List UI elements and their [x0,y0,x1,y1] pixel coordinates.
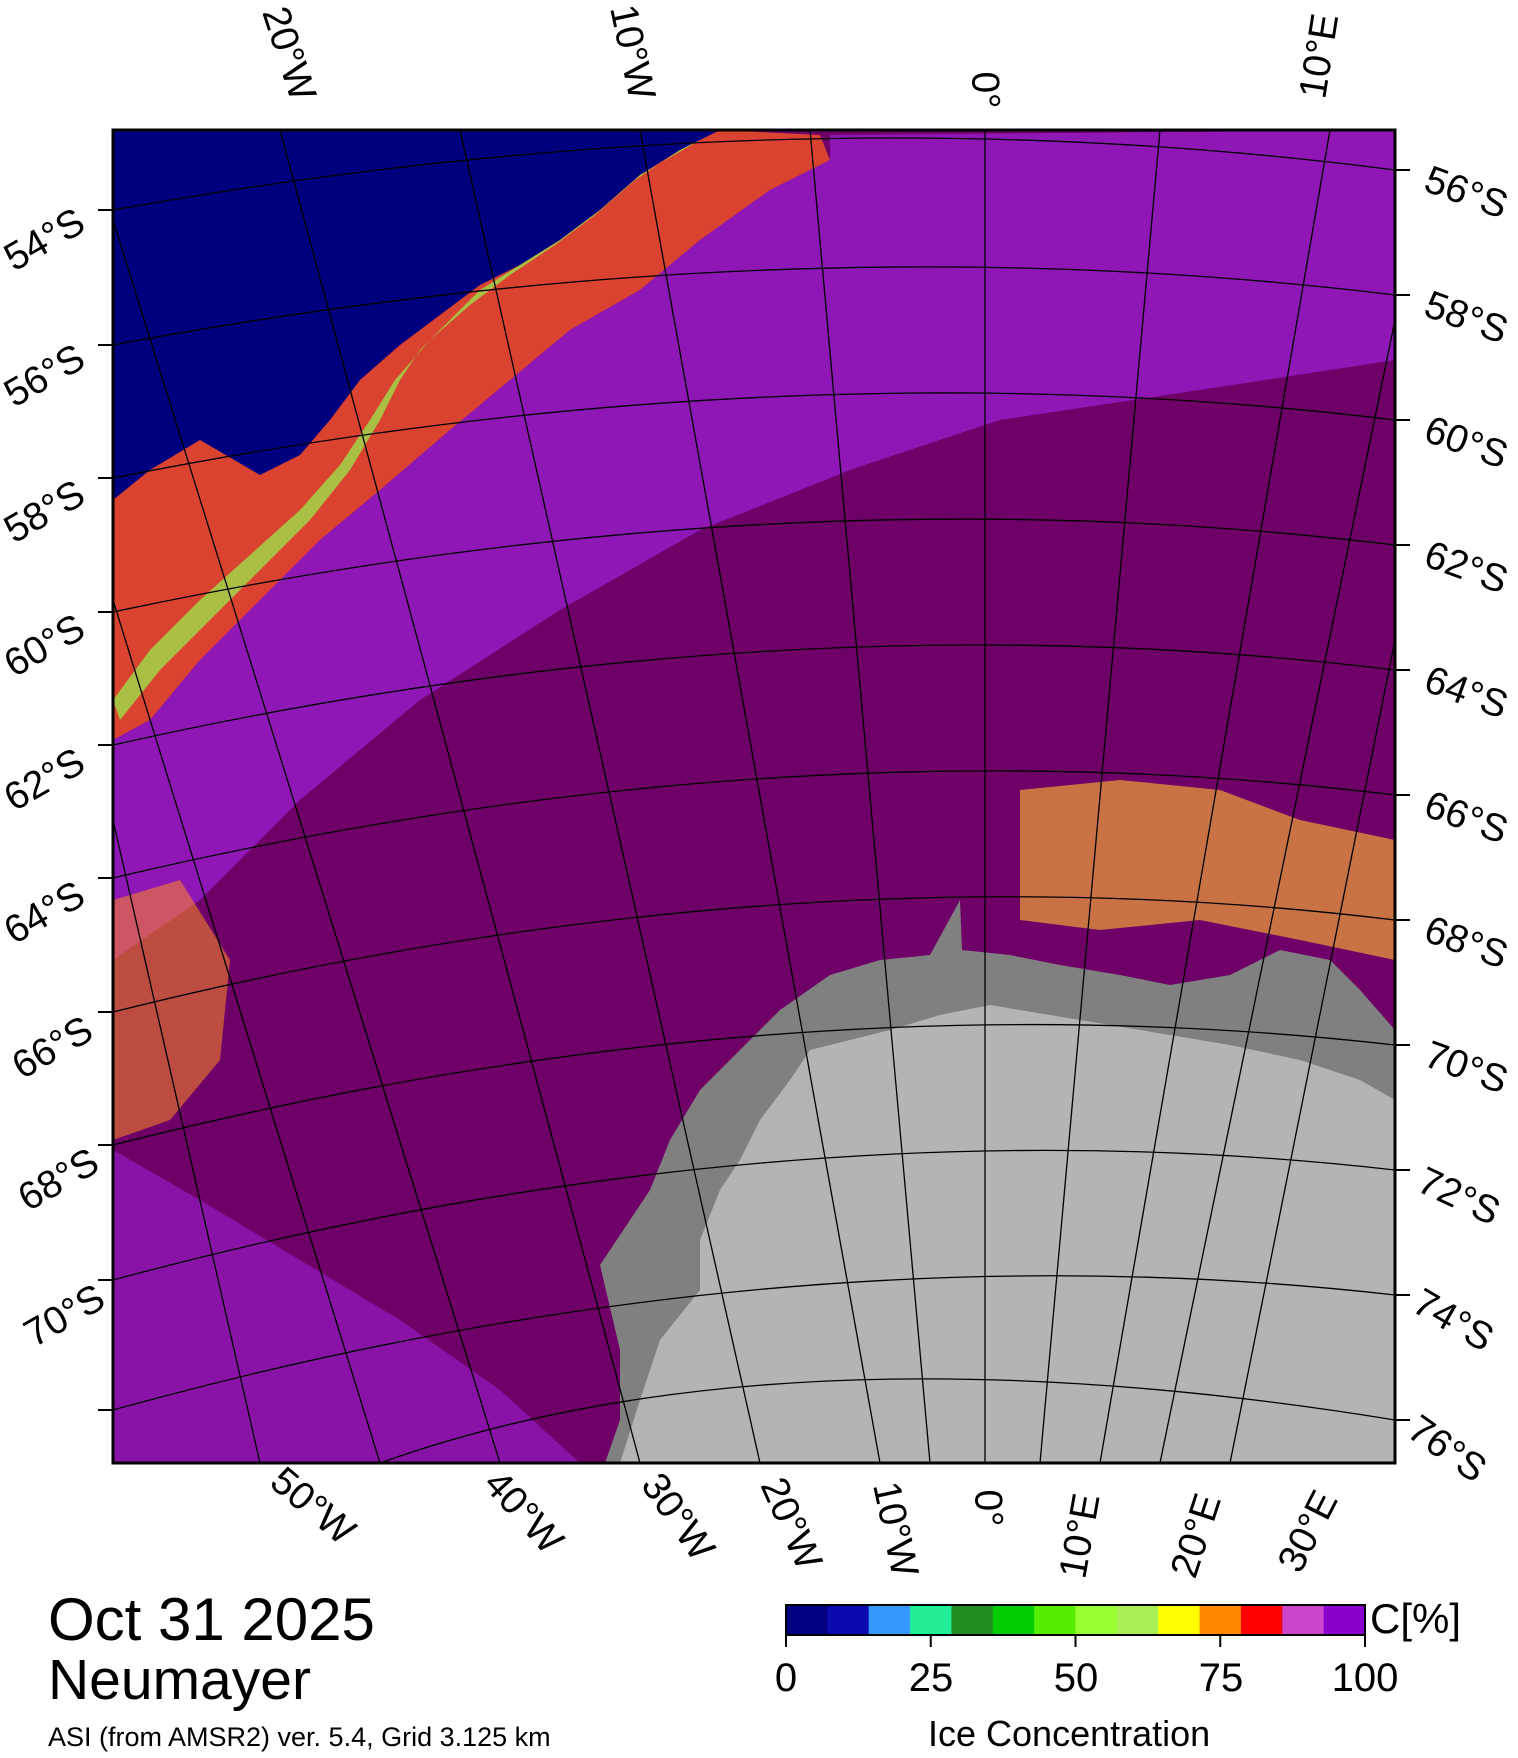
colorbar-swatch [827,1605,870,1635]
colorbar-tick: 50 [1053,1656,1099,1700]
bottom-lon-label: 30°E [1270,1484,1347,1579]
colorbar-swatch [910,1605,952,1635]
colorbar-unit: C[%] [1370,1595,1462,1642]
right-lat-label: 56°S [1419,158,1514,227]
data-source: ASI (from AMSR2) ver. 5.4, Grid 3.125 km [48,1722,551,1752]
colorbar-swatch [951,1605,994,1635]
left-lat-label: 66°S [5,1008,100,1088]
left-lat-label: 70°S [17,1276,112,1356]
bottom-lon-label: 20°W [752,1471,830,1576]
frame-ticks [98,169,1410,1421]
left-lat-label: 58°S [0,472,92,552]
right-lat-label: 70°S [1419,1033,1514,1102]
ice-edge-band [113,130,830,740]
map-frame [111,128,1397,1465]
top-lon-label: 20°W [253,1,324,106]
right-lat-label: 72°S [1411,1159,1506,1234]
right-lat-label: 74°S [1406,1281,1501,1361]
bottom-lon-label: 0° [966,1489,1010,1528]
station-name: Neumayer [48,1648,311,1712]
colorbar-tick: 100 [1331,1656,1399,1700]
colorbar-tick: 25 [908,1656,954,1700]
left-lat-label: 60°S [0,606,92,686]
mid-ice-band [113,130,1395,960]
colorbar-title: Ice Concentration [928,1713,1211,1754]
bottom-lon-label: 40°W [475,1462,571,1562]
colorbar-swatch [1075,1605,1118,1635]
antarctic-land [620,1005,1395,1463]
colorbar-swatch [1240,1605,1283,1635]
colorbar-swatch [1199,1605,1242,1635]
open-water-region [113,130,720,500]
colorbar [785,1604,1366,1647]
right-lat-label: 66°S [1419,783,1514,852]
bottom-lon-label: 10°W [864,1478,926,1581]
coastal-melt-zone [1020,780,1395,960]
colorbar-tick: 75 [1198,1656,1244,1700]
bottom-lon-label: 20°E [1163,1489,1230,1583]
top-lon-label: 10°W [601,1,663,104]
top-lon-label: 10°E [1291,11,1347,102]
bottom-lon-label: 10°E [1052,1490,1109,1581]
colorbar-swatch [868,1605,911,1635]
colorbar-swatch [1282,1605,1325,1635]
left-lat-label: 56°S [0,336,92,416]
bottom-lon-label: 50°W [262,1459,363,1554]
south-ice-band [113,1150,580,1463]
colorbar-swatch [1034,1605,1076,1635]
map-date: Oct 31 2025 [48,1586,375,1653]
right-lat-label: 58°S [1419,283,1514,352]
right-lat-label: 64°S [1419,658,1514,727]
right-lat-label: 76°S [1400,1407,1494,1491]
colorbar-tick: 0 [774,1656,798,1700]
right-lat-label: 68°S [1419,908,1514,977]
left-lat-label: 68°S [11,1140,106,1220]
colorbar-swatch [1323,1605,1366,1635]
left-lat-label: 54°S [0,200,92,280]
graticule [113,130,1395,1463]
right-lat-label: 62°S [1419,533,1514,602]
left-melt-zone [113,880,230,1140]
colorbar-swatch [786,1605,828,1635]
bottom-lon-label: 30°W [633,1465,723,1568]
colorbar-swatch [992,1605,1035,1635]
colorbar-swatch [1158,1605,1201,1635]
right-lat-label: 60°S [1419,408,1514,477]
top-lon-label: 0° [963,71,1007,110]
left-lat-label: 62°S [0,740,92,820]
left-lat-label: 64°S [0,873,92,953]
colorbar-swatch [1116,1605,1159,1635]
